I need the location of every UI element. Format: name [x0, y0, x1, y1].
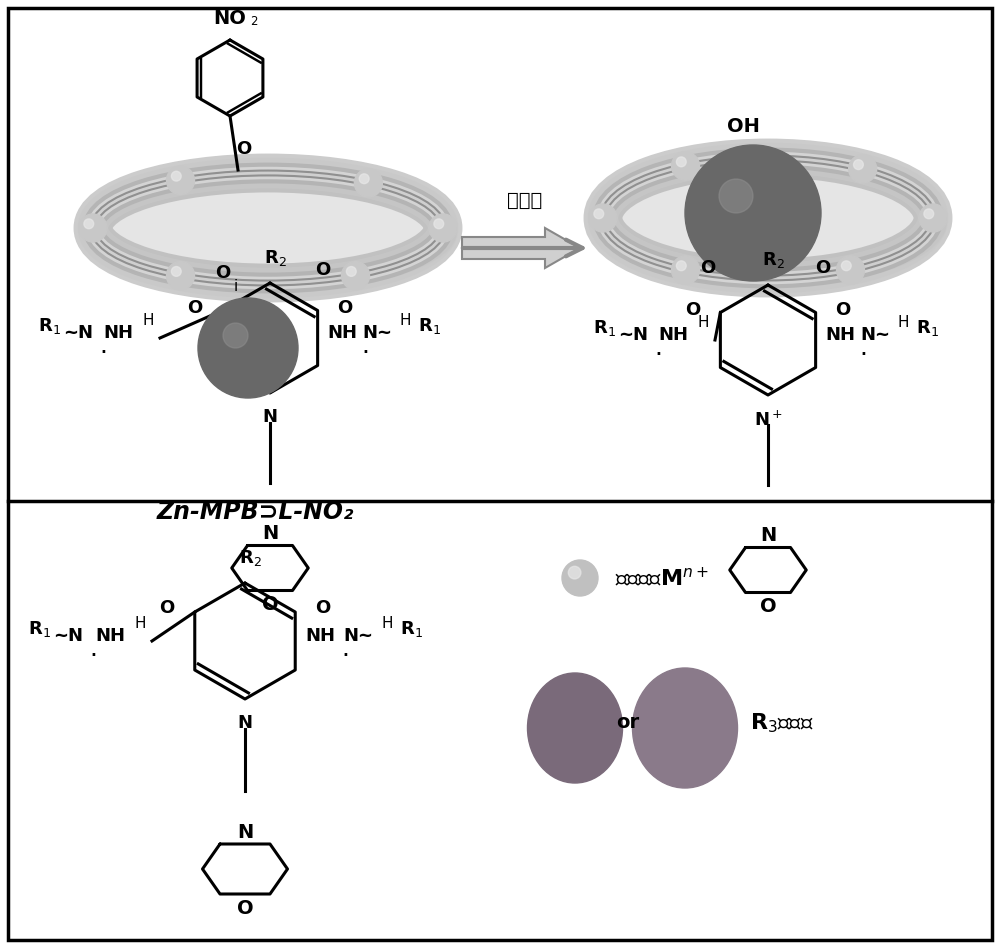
Text: N: N: [238, 714, 252, 732]
Text: NH: NH: [658, 326, 688, 344]
Text: N~: N~: [363, 324, 393, 342]
Text: or: or: [616, 714, 639, 733]
Circle shape: [171, 172, 181, 181]
Circle shape: [171, 266, 181, 276]
Text: .: .: [89, 637, 97, 661]
Text: N: N: [262, 408, 278, 426]
Text: O: O: [237, 899, 253, 918]
Text: H: H: [142, 313, 154, 327]
Text: N$^+$: N$^+$: [754, 410, 782, 429]
Text: H: H: [400, 313, 411, 327]
Text: H: H: [381, 615, 393, 630]
Circle shape: [719, 179, 753, 213]
Text: H: H: [134, 615, 146, 630]
Circle shape: [84, 219, 94, 228]
Ellipse shape: [633, 668, 738, 788]
Circle shape: [676, 157, 686, 167]
Circle shape: [836, 256, 864, 284]
Text: 金属离子M$^{n+}$: 金属离子M$^{n+}$: [615, 566, 709, 590]
Circle shape: [924, 209, 934, 219]
Circle shape: [346, 266, 356, 276]
Text: ~N: ~N: [63, 324, 93, 342]
Text: ~N: ~N: [618, 326, 648, 344]
Circle shape: [562, 560, 598, 596]
Text: O: O: [262, 595, 278, 614]
Text: O: O: [700, 259, 716, 277]
Text: O: O: [315, 599, 331, 617]
Circle shape: [429, 214, 457, 242]
Text: O: O: [337, 299, 353, 317]
Text: O: O: [685, 301, 701, 319]
Text: ~N: ~N: [53, 627, 83, 645]
FancyArrow shape: [462, 228, 580, 268]
Circle shape: [594, 209, 604, 219]
Circle shape: [676, 261, 686, 271]
Text: H: H: [898, 315, 909, 330]
Text: H: H: [697, 315, 709, 330]
Ellipse shape: [528, 673, 622, 783]
Ellipse shape: [87, 172, 457, 292]
Text: R$_1$: R$_1$: [400, 619, 423, 639]
Text: NH: NH: [103, 324, 133, 342]
Circle shape: [568, 566, 581, 579]
Text: O: O: [835, 301, 851, 319]
Text: NO: NO: [214, 9, 246, 28]
Circle shape: [166, 262, 194, 290]
Text: i: i: [234, 279, 238, 294]
Text: .: .: [654, 336, 662, 360]
Text: .: .: [99, 334, 107, 358]
Circle shape: [434, 219, 444, 228]
Text: O: O: [159, 599, 175, 617]
Text: NH: NH: [328, 324, 358, 342]
Text: R$_3$荧光团: R$_3$荧光团: [750, 711, 814, 735]
Text: O: O: [760, 597, 776, 616]
Circle shape: [854, 160, 863, 170]
Text: O: O: [315, 261, 331, 279]
Text: N~: N~: [861, 326, 891, 344]
Text: O: O: [236, 140, 252, 158]
Text: $_2$: $_2$: [250, 10, 258, 28]
Text: .: .: [860, 336, 868, 360]
Text: R$_1$: R$_1$: [593, 318, 616, 338]
Circle shape: [841, 261, 851, 271]
Text: R$_2$: R$_2$: [762, 250, 784, 270]
Text: .: .: [341, 637, 349, 661]
Text: N: N: [262, 524, 278, 543]
Circle shape: [354, 169, 382, 197]
Ellipse shape: [597, 157, 947, 287]
Text: R$_1$: R$_1$: [916, 318, 939, 338]
Text: R$_2$: R$_2$: [264, 248, 286, 268]
Circle shape: [589, 204, 617, 232]
Text: R$_1$: R$_1$: [38, 316, 61, 336]
Text: 缺氧酶: 缺氧酶: [507, 191, 543, 210]
Circle shape: [685, 145, 821, 281]
Circle shape: [359, 173, 369, 184]
Text: N~: N~: [343, 627, 373, 645]
Text: R$_2$: R$_2$: [239, 548, 261, 568]
Circle shape: [919, 204, 947, 232]
Circle shape: [671, 256, 699, 284]
Text: O: O: [215, 264, 231, 282]
Circle shape: [223, 323, 248, 348]
Text: NH: NH: [826, 326, 856, 344]
Text: NH: NH: [305, 627, 335, 645]
Text: .: .: [362, 334, 370, 358]
Circle shape: [342, 262, 370, 290]
Circle shape: [672, 152, 700, 180]
Circle shape: [79, 214, 107, 242]
Text: OH: OH: [727, 117, 759, 136]
Text: N: N: [760, 526, 776, 545]
Circle shape: [849, 155, 877, 183]
Text: Zn-MPB⊃L-NO₂: Zn-MPB⊃L-NO₂: [156, 500, 354, 524]
Circle shape: [198, 298, 298, 398]
Text: N: N: [237, 823, 253, 842]
Text: R$_1$: R$_1$: [28, 619, 51, 639]
Text: O: O: [815, 259, 831, 277]
Text: O: O: [187, 299, 203, 317]
Circle shape: [167, 166, 195, 194]
Text: R$_1$: R$_1$: [418, 316, 441, 336]
Text: NH: NH: [95, 627, 125, 645]
